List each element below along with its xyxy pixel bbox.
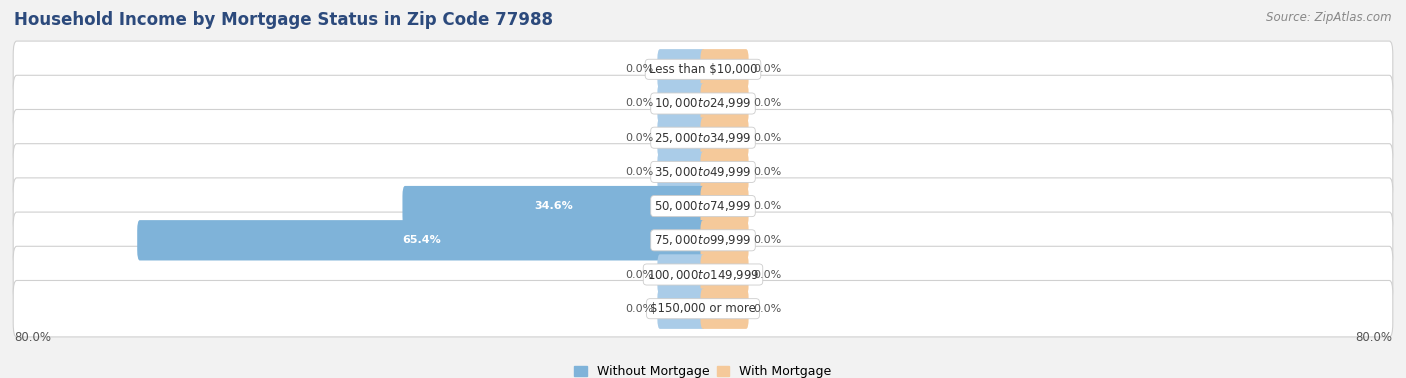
Text: 0.0%: 0.0% xyxy=(754,133,782,143)
FancyBboxPatch shape xyxy=(658,118,706,158)
Text: $100,000 to $149,999: $100,000 to $149,999 xyxy=(647,268,759,282)
FancyBboxPatch shape xyxy=(700,254,748,295)
Text: 0.0%: 0.0% xyxy=(754,167,782,177)
FancyBboxPatch shape xyxy=(402,186,706,226)
Text: 0.0%: 0.0% xyxy=(754,270,782,279)
Text: 80.0%: 80.0% xyxy=(14,331,51,344)
Legend: Without Mortgage, With Mortgage: Without Mortgage, With Mortgage xyxy=(574,365,832,378)
FancyBboxPatch shape xyxy=(13,110,1393,166)
Text: 0.0%: 0.0% xyxy=(754,201,782,211)
Text: 0.0%: 0.0% xyxy=(624,133,652,143)
FancyBboxPatch shape xyxy=(138,220,706,260)
FancyBboxPatch shape xyxy=(658,152,706,192)
FancyBboxPatch shape xyxy=(13,41,1393,98)
Text: Source: ZipAtlas.com: Source: ZipAtlas.com xyxy=(1267,11,1392,24)
FancyBboxPatch shape xyxy=(700,152,748,192)
Text: 34.6%: 34.6% xyxy=(534,201,574,211)
FancyBboxPatch shape xyxy=(700,49,748,90)
FancyBboxPatch shape xyxy=(700,118,748,158)
Text: 0.0%: 0.0% xyxy=(624,64,652,74)
Text: Household Income by Mortgage Status in Zip Code 77988: Household Income by Mortgage Status in Z… xyxy=(14,11,553,29)
FancyBboxPatch shape xyxy=(13,144,1393,200)
FancyBboxPatch shape xyxy=(700,186,748,226)
Text: $50,000 to $74,999: $50,000 to $74,999 xyxy=(654,199,752,213)
Text: 0.0%: 0.0% xyxy=(624,304,652,314)
FancyBboxPatch shape xyxy=(700,83,748,124)
FancyBboxPatch shape xyxy=(13,246,1393,303)
Text: 0.0%: 0.0% xyxy=(754,99,782,108)
FancyBboxPatch shape xyxy=(658,288,706,329)
Text: 0.0%: 0.0% xyxy=(624,167,652,177)
FancyBboxPatch shape xyxy=(13,75,1393,132)
FancyBboxPatch shape xyxy=(700,220,748,260)
Text: 0.0%: 0.0% xyxy=(754,235,782,245)
Text: 65.4%: 65.4% xyxy=(402,235,440,245)
Text: 0.0%: 0.0% xyxy=(624,270,652,279)
Text: 80.0%: 80.0% xyxy=(1355,331,1392,344)
FancyBboxPatch shape xyxy=(658,254,706,295)
Text: $75,000 to $99,999: $75,000 to $99,999 xyxy=(654,233,752,247)
Text: 0.0%: 0.0% xyxy=(754,304,782,314)
Text: $25,000 to $34,999: $25,000 to $34,999 xyxy=(654,131,752,145)
FancyBboxPatch shape xyxy=(700,288,748,329)
Text: Less than $10,000: Less than $10,000 xyxy=(648,63,758,76)
FancyBboxPatch shape xyxy=(13,178,1393,234)
FancyBboxPatch shape xyxy=(13,212,1393,268)
FancyBboxPatch shape xyxy=(658,83,706,124)
FancyBboxPatch shape xyxy=(13,280,1393,337)
Text: 0.0%: 0.0% xyxy=(754,64,782,74)
Text: $10,000 to $24,999: $10,000 to $24,999 xyxy=(654,96,752,110)
Text: $35,000 to $49,999: $35,000 to $49,999 xyxy=(654,165,752,179)
Text: 0.0%: 0.0% xyxy=(624,99,652,108)
FancyBboxPatch shape xyxy=(658,49,706,90)
Text: $150,000 or more: $150,000 or more xyxy=(650,302,756,315)
